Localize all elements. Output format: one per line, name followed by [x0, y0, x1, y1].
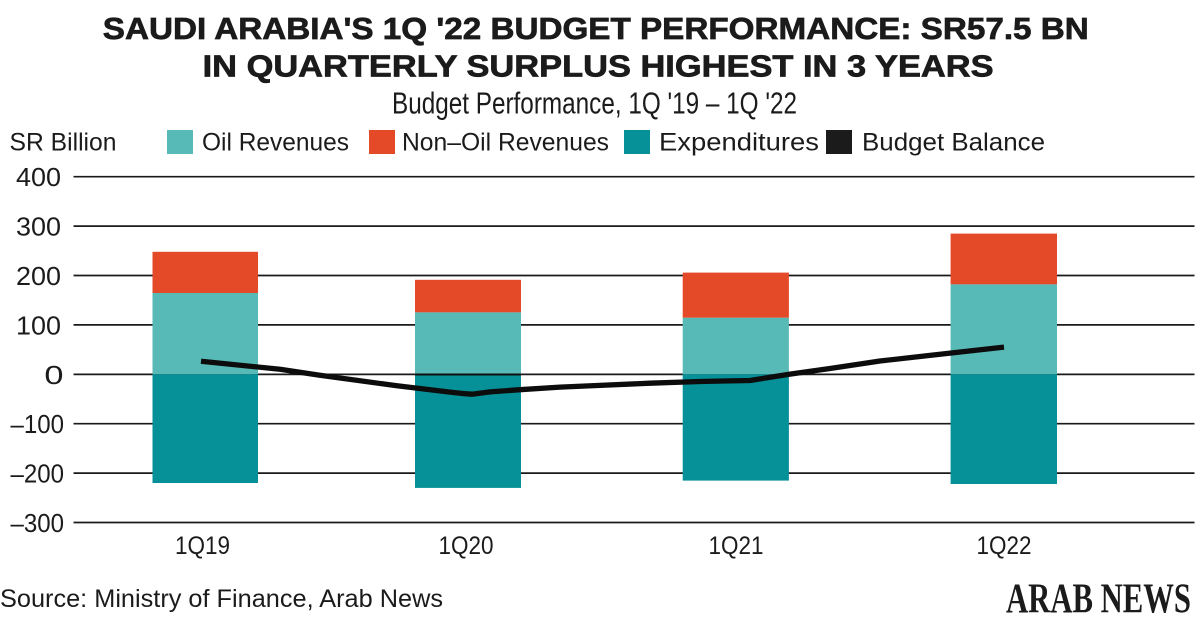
svg-text:200: 200	[16, 261, 61, 291]
svg-text:–200: –200	[11, 459, 65, 489]
svg-text:Expenditures: Expenditures	[659, 128, 819, 156]
svg-text:–100: –100	[11, 409, 65, 439]
svg-text:1Q21: 1Q21	[709, 532, 764, 560]
svg-text:Non–Oil Revenues: Non–Oil Revenues	[402, 128, 609, 156]
svg-text:–300: –300	[11, 508, 65, 538]
svg-text:300: 300	[16, 212, 61, 242]
svg-text:Budget Balance: Budget Balance	[862, 128, 1045, 156]
svg-text:400: 400	[16, 162, 61, 192]
svg-text:0: 0	[44, 361, 63, 390]
svg-text:Oil Revenues: Oil Revenues	[202, 128, 349, 156]
svg-text:SR Billion: SR Billion	[10, 128, 117, 156]
svg-text:Source: Ministry of Finance, A: Source: Ministry of Finance, Arab News	[0, 585, 443, 613]
svg-text:IN QUARTERLY SURPLUS HIGHEST I: IN QUARTERLY SURPLUS HIGHEST IN 3 YEARS	[203, 48, 994, 83]
svg-text:Budget Performance, 1Q '19 – 1: Budget Performance, 1Q '19 – 1Q '22	[392, 86, 797, 121]
svg-text:1Q19: 1Q19	[175, 532, 230, 560]
svg-text:SAUDI ARABIA'S 1Q '22 BUDGET P: SAUDI ARABIA'S 1Q '22 BUDGET PERFORMANCE…	[103, 11, 1089, 46]
svg-text:100: 100	[16, 310, 61, 340]
svg-text:1Q22: 1Q22	[977, 532, 1032, 560]
svg-text:1Q20: 1Q20	[439, 532, 494, 560]
svg-text:ARAB NEWS: ARAB NEWS	[1006, 577, 1191, 619]
